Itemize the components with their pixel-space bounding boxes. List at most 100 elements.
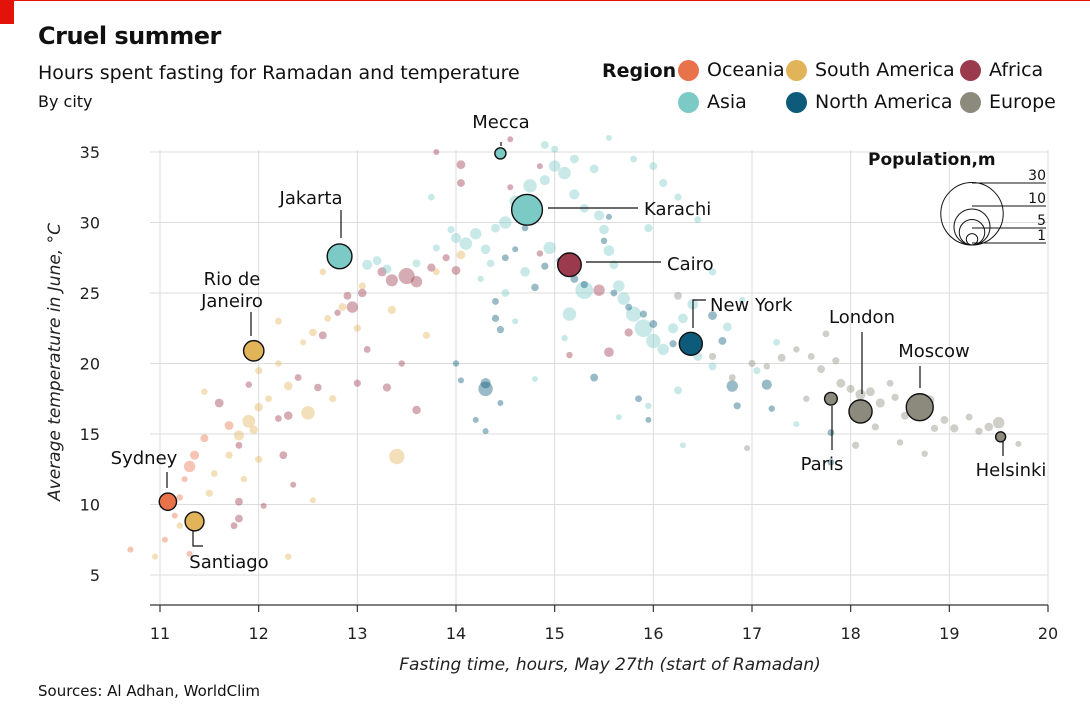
data-point-asia [499,216,512,229]
data-point-asia [615,414,622,421]
city-label-sydney: Sydney [111,448,178,469]
legend-swatch-north-america [786,91,807,113]
data-point-south-america [265,395,272,403]
legend-label-asia: Asia [707,91,747,113]
y-tick-label: 5 [90,566,100,585]
population-key-circle [965,233,979,246]
data-point-asia [722,322,732,332]
data-point-north-america [625,303,633,311]
city-label-london: London [829,307,895,328]
highlight-point-london [848,399,873,424]
city-label-mecca: Mecca [472,112,529,133]
y-tick-label: 35 [80,143,100,162]
legend-item-south-america: South America [786,59,955,81]
legend-item-europe: Europe [960,91,1056,113]
data-point-asia [539,175,550,186]
data-point-north-america [610,289,618,297]
data-point-oceania [200,434,209,443]
data-points [127,134,1022,560]
data-point-africa [343,291,352,300]
data-point-north-america [580,280,588,289]
data-point-north-america [496,326,504,334]
data-point-africa [363,345,371,353]
data-point-asia [382,264,392,274]
data-point-south-america [387,305,396,315]
data-point-asia [708,362,717,371]
data-point-south-america [456,250,466,260]
data-point-asia [486,259,495,268]
x-tick-label: 18 [840,624,860,643]
data-point-asia [605,134,612,141]
data-point-asia [659,178,668,188]
data-point-north-america [590,373,599,382]
x-tick-label: 12 [248,624,268,643]
data-point-africa [507,136,514,143]
population-key-circle [958,219,986,246]
data-point-oceania [181,476,188,483]
legend-item-africa: Africa [960,59,1043,81]
x-tick-label: 20 [1038,624,1058,643]
data-point-asia [543,241,556,255]
data-point-south-america [275,360,282,367]
data-point-oceania [224,421,234,430]
data-point-africa [442,254,450,262]
data-point-north-america [478,381,493,397]
population-key-label: 1 [1037,228,1046,244]
data-point-asia [450,232,462,244]
data-point-south-america [422,331,430,339]
highlight-point-santiago [184,511,205,532]
data-point-africa [624,328,633,337]
data-point-europe [836,378,846,388]
data-point-south-america [432,268,440,276]
data-point-africa [593,284,605,296]
data-point-asia [447,225,455,234]
data-point-asia [773,338,781,346]
data-point-south-america [358,282,366,290]
city-label-santiago: Santiago [189,552,268,573]
data-point-asia [793,421,800,428]
legend-label-north-america: North America [815,91,953,113]
data-point-south-america [233,430,245,441]
data-point-europe [930,424,939,432]
legend-label-south-america: South America [815,59,955,81]
data-point-africa [245,381,253,388]
x-tick-label: 14 [446,624,466,643]
city-label-cairo: Cairo [667,254,714,275]
data-point-north-america [512,246,519,253]
legend-swatch-oceania [678,59,699,81]
data-point-europe [975,427,983,435]
chart-subtitle: Hours spent fasting for Ramadan and temp… [38,62,520,84]
legend-swatch-europe [960,91,981,113]
population-key-circle [940,182,1004,246]
data-point-north-america [649,320,658,328]
data-point-asia [589,164,599,174]
data-point-europe [865,387,875,397]
data-point-europe [832,357,840,365]
data-point-south-america [338,303,347,312]
data-point-asia [630,155,638,163]
data-point-africa [456,160,466,170]
data-point-asia [372,256,382,265]
data-point-europe [950,424,959,433]
city-label-line: Rio de [204,269,261,290]
data-point-south-america [254,402,263,412]
highlight-point-cairo [556,252,582,278]
data-point-north-america [639,310,648,318]
data-point-europe [846,384,855,393]
data-point-asia [645,402,652,410]
data-point-africa [536,250,544,257]
data-point-europe [855,389,866,400]
data-point-europe [744,445,751,452]
x-tick-label: 15 [544,624,564,643]
data-point-asia [667,323,679,334]
data-point-south-america [249,425,258,435]
data-point-asia [551,145,559,153]
data-point-north-america [768,405,775,412]
data-point-europe [984,422,994,432]
data-point-south-america [205,489,213,497]
population-key-label: 10 [1028,191,1046,207]
data-point-europe [777,353,786,362]
data-point-europe [891,393,899,401]
